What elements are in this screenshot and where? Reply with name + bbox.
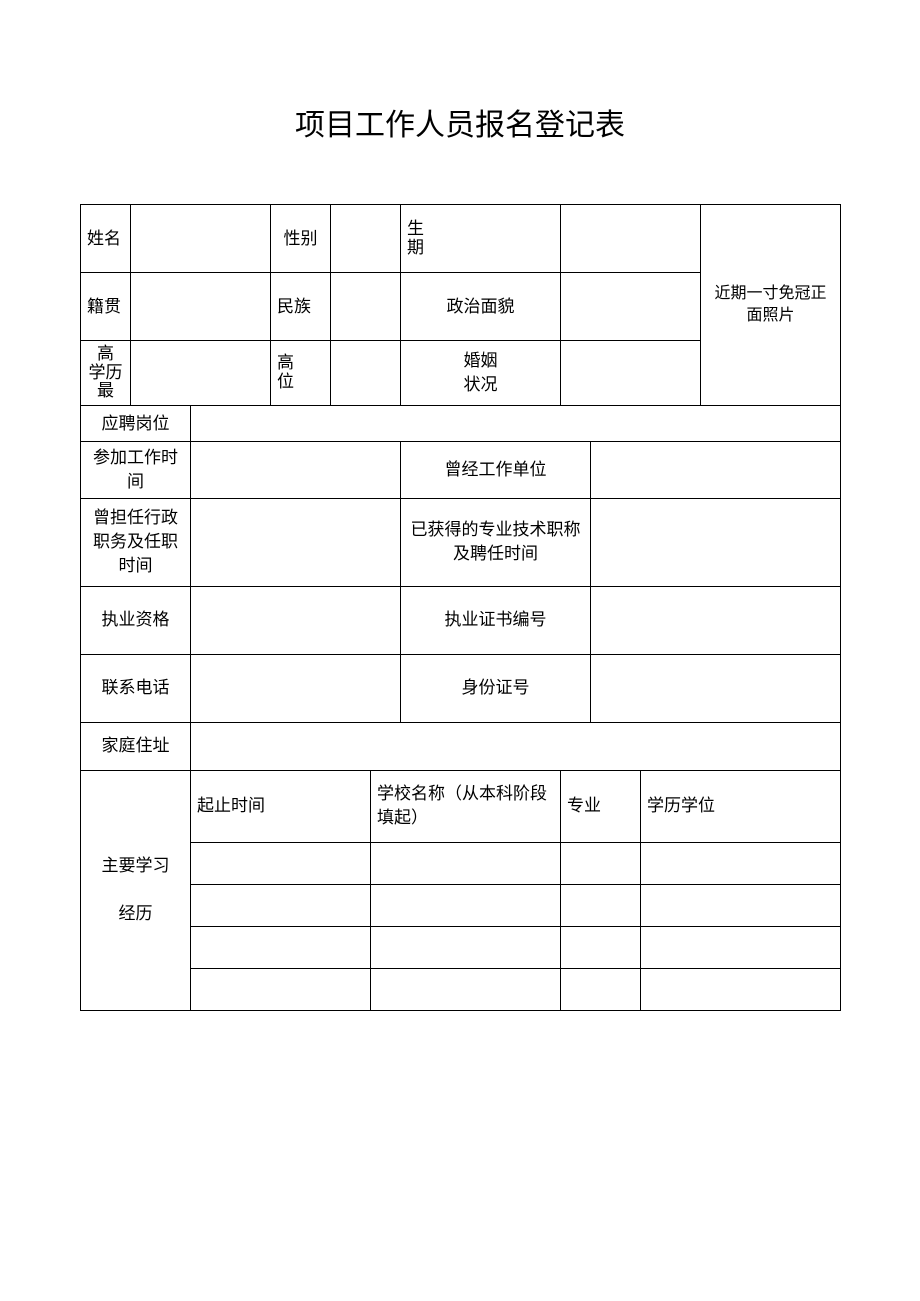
value-political bbox=[561, 273, 701, 341]
value-gender bbox=[331, 205, 401, 273]
label-political: 政治面貌 bbox=[401, 273, 561, 341]
label-native-place: 籍贯 bbox=[81, 273, 131, 341]
edu-row-school bbox=[371, 968, 561, 1010]
value-former-unit bbox=[591, 442, 841, 499]
registration-table: 姓名 性别 生 期 近期一寸免冠正面照片 籍贯 民族 政治面貌 高 学历 最 高… bbox=[80, 204, 841, 1011]
label-edu-history: 主要学习 经历 bbox=[81, 770, 191, 1010]
label-ethnicity: 民族 bbox=[271, 273, 331, 341]
edu-row-school bbox=[371, 926, 561, 968]
form-title: 项目工作人员报名登记表 bbox=[80, 100, 840, 144]
edu-row-school bbox=[371, 884, 561, 926]
edu-row-degree bbox=[641, 968, 841, 1010]
edu-row-period bbox=[191, 842, 371, 884]
edu-row-major bbox=[561, 842, 641, 884]
edu-row-major bbox=[561, 926, 641, 968]
label-former-unit: 曾经工作单位 bbox=[401, 442, 591, 499]
value-former-duty bbox=[191, 498, 401, 586]
value-name bbox=[131, 205, 271, 273]
edu-row-major bbox=[561, 884, 641, 926]
label-edu-period: 起止时间 bbox=[191, 770, 371, 842]
label-edu-major: 专业 bbox=[561, 770, 641, 842]
label-former-duty: 曾担任行政职务及任职时间 bbox=[81, 498, 191, 586]
photo-placeholder: 近期一寸免冠正面照片 bbox=[701, 205, 841, 406]
value-highest-degree bbox=[331, 341, 401, 406]
edu-row-major bbox=[561, 968, 641, 1010]
label-name: 姓名 bbox=[81, 205, 131, 273]
label-prof-title: 已获得的专业技术职称及聘任时间 bbox=[401, 498, 591, 586]
label-marital: 婚姻 状况 bbox=[401, 341, 561, 406]
edu-row-school bbox=[371, 842, 561, 884]
label-address: 家庭住址 bbox=[81, 722, 191, 770]
value-address bbox=[191, 722, 841, 770]
edu-row-period bbox=[191, 968, 371, 1010]
value-phone bbox=[191, 654, 401, 722]
label-position: 应聘岗位 bbox=[81, 406, 191, 442]
label-birth: 生 期 bbox=[401, 205, 561, 273]
label-cert-no: 执业证书编号 bbox=[401, 586, 591, 654]
edu-row-degree bbox=[641, 884, 841, 926]
label-gender: 性别 bbox=[271, 205, 331, 273]
value-native-place bbox=[131, 273, 271, 341]
value-qualification bbox=[191, 586, 401, 654]
label-phone: 联系电话 bbox=[81, 654, 191, 722]
value-birth bbox=[561, 205, 701, 273]
value-work-start bbox=[191, 442, 401, 499]
edu-row-period bbox=[191, 926, 371, 968]
edu-row-degree bbox=[641, 842, 841, 884]
label-edu-school: 学校名称（从本科阶段填起） bbox=[371, 770, 561, 842]
label-qualification: 执业资格 bbox=[81, 586, 191, 654]
label-id-no: 身份证号 bbox=[401, 654, 591, 722]
value-position bbox=[191, 406, 841, 442]
label-highest-degree: 高 位 bbox=[271, 341, 331, 406]
edu-row-period bbox=[191, 884, 371, 926]
value-marital bbox=[561, 341, 701, 406]
label-work-start: 参加工作时间 bbox=[81, 442, 191, 499]
label-edu-degree: 学历学位 bbox=[641, 770, 841, 842]
value-id-no bbox=[591, 654, 841, 722]
value-cert-no bbox=[591, 586, 841, 654]
label-highest-edu: 高 学历 最 bbox=[81, 341, 131, 406]
edu-row-degree bbox=[641, 926, 841, 968]
value-highest-edu bbox=[131, 341, 271, 406]
value-prof-title bbox=[591, 498, 841, 586]
value-ethnicity bbox=[331, 273, 401, 341]
